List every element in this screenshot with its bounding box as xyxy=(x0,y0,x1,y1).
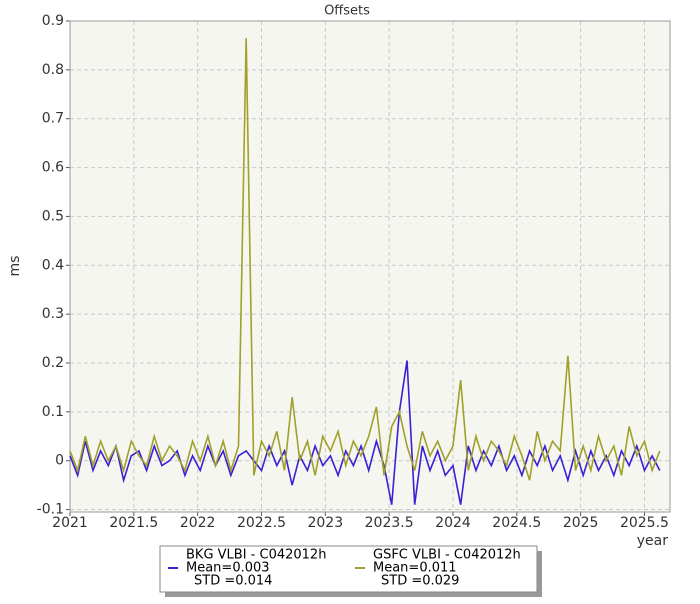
legend-stat: Mean=0.011 xyxy=(373,561,457,576)
y-tick-label: 0.5 xyxy=(42,208,64,224)
x-tick-label: 2022.5 xyxy=(237,515,286,531)
legend xyxy=(159,545,538,593)
x-tick-label: 2023.5 xyxy=(365,515,414,531)
x-tick-label: 2025.5 xyxy=(620,515,669,531)
x-tick-label: 2022 xyxy=(180,515,216,531)
x-axis-label: year xyxy=(637,533,668,549)
series-line xyxy=(69,360,661,505)
x-tick-label: 2025 xyxy=(563,515,599,531)
plot-area xyxy=(70,21,670,512)
x-tick-label: 2021.5 xyxy=(109,515,158,531)
legend-label: GSFC VLBI - C042012h xyxy=(373,548,521,563)
x-tick-label: 2021 xyxy=(52,515,88,531)
y-tick-label: 0.9 xyxy=(42,13,64,29)
y-tick-label: 0.8 xyxy=(42,62,64,78)
legend-label: BKG VLBI - C042012h xyxy=(186,548,326,563)
y-tick-label: 0.4 xyxy=(42,257,64,273)
legend-stat: STD =0.029 xyxy=(381,574,459,589)
y-tick-label: 0.6 xyxy=(42,160,64,176)
y-tick-label: 0.7 xyxy=(42,111,64,127)
y-tick-label: 0 xyxy=(55,453,64,469)
x-tick-label: 2024.5 xyxy=(492,515,541,531)
x-tick-label: 2023 xyxy=(307,515,343,531)
legend-stat: Mean=0.003 xyxy=(186,561,270,576)
y-axis-label: ms xyxy=(7,256,23,277)
series-line xyxy=(69,38,661,481)
y-tick-label: 0.3 xyxy=(42,306,64,322)
y-tick-label: 0.1 xyxy=(42,404,64,420)
legend-stat: STD =0.014 xyxy=(194,574,272,589)
y-tick-label: 0.2 xyxy=(42,355,64,371)
y-tick-label: -0.1 xyxy=(37,502,64,518)
chart-title: Offsets xyxy=(324,4,370,19)
x-tick-label: 2024 xyxy=(435,515,471,531)
plot-border xyxy=(69,20,671,513)
